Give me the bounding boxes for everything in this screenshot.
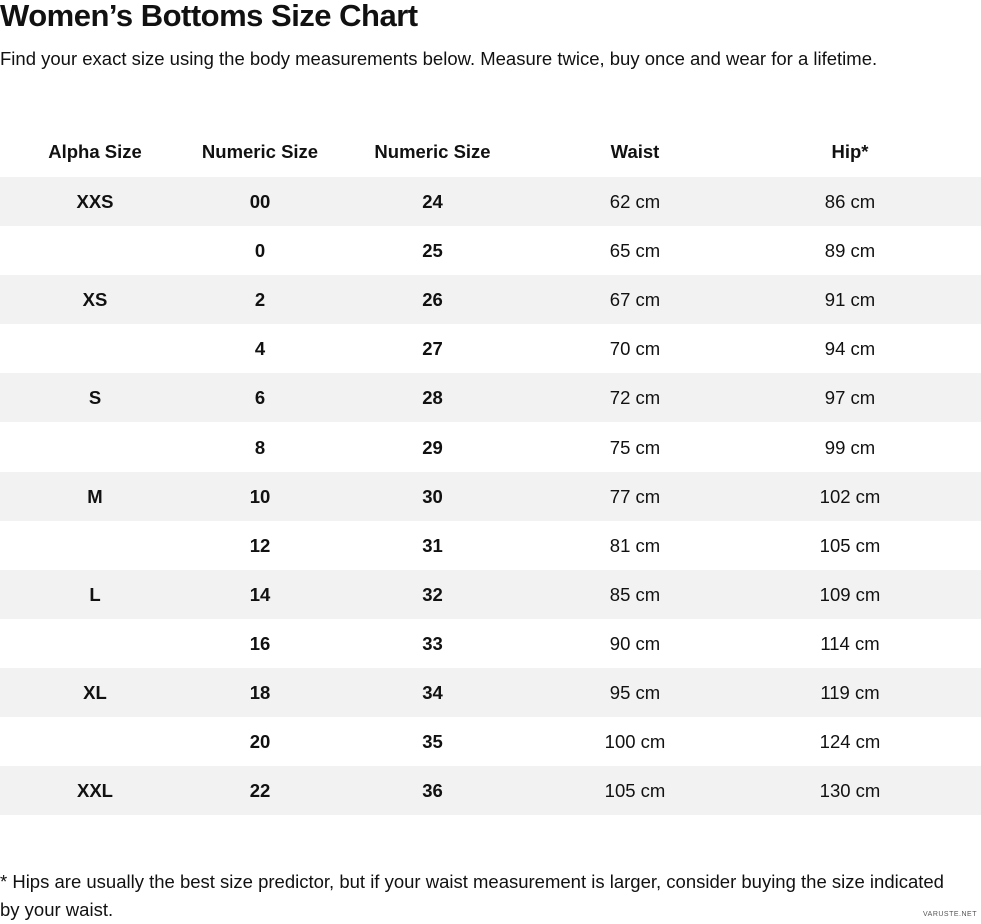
table-cell: 16: [249, 632, 271, 654]
table-cell: 81 cm: [609, 534, 661, 556]
table-cell: 10: [249, 485, 271, 507]
table-cell: 99 cm: [824, 436, 876, 458]
table-cell: 27: [422, 338, 443, 360]
table-row: 16 33 90 cm 114 cm: [0, 619, 981, 668]
table-cell: 89 cm: [824, 240, 876, 262]
column-header: Numeric Size: [201, 141, 319, 162]
table-cell: 119 cm: [820, 682, 880, 703]
table-cell: 4: [254, 338, 266, 360]
table-cell: 18: [249, 682, 271, 703]
table-cell: XXL: [77, 780, 113, 802]
column-header: Numeric Size: [374, 141, 491, 162]
table-row: 8 29 75 cm 99 cm: [0, 423, 981, 472]
table-cell: 2: [254, 289, 266, 311]
table-cell: 25: [422, 240, 443, 262]
table-cell: XS: [82, 289, 108, 311]
title: Women’s Bottoms Size Chart: [0, 0, 418, 33]
table-cell: L: [89, 583, 101, 605]
table-cell: 105 cm: [604, 780, 666, 802]
table-cell: 65 cm: [609, 240, 661, 262]
table-row: L 14 32 85 cm 109 cm: [0, 569, 981, 619]
table-cell: 26: [422, 289, 443, 311]
table-cell: 29: [422, 436, 443, 458]
table-cell: 14: [249, 583, 271, 605]
table-cell: 70 cm: [609, 338, 661, 360]
table-cell: 100 cm: [604, 731, 666, 753]
table-cell: 114 cm: [820, 632, 880, 654]
table-cell: 75 cm: [609, 436, 661, 458]
table-cell: 22: [249, 780, 271, 802]
table-cell: S: [88, 387, 102, 409]
table-cell: 130 cm: [819, 780, 881, 802]
table-cell: 6: [254, 387, 266, 409]
table-cell: 95 cm: [609, 682, 661, 703]
table-cell: XXS: [76, 191, 114, 212]
table-cell: 94 cm: [824, 338, 876, 360]
column-header: Alpha Size: [48, 141, 142, 162]
table-cell: 33: [422, 632, 443, 654]
table-cell: 8: [254, 436, 266, 458]
table-row: XXS 00 24 62 cm 86 cm: [0, 177, 981, 226]
table-row: XS 2 26 67 cm 91 cm: [0, 275, 981, 325]
table-row: 12 31 81 cm 105 cm: [0, 521, 981, 570]
table-cell: 20: [249, 731, 271, 753]
footnote: * Hips are usually the best size predict…: [0, 871, 944, 920]
table-cell: 28: [422, 387, 443, 409]
table-cell: 77 cm: [609, 485, 661, 507]
table-cell: 31: [422, 534, 443, 556]
table-cell: 32: [422, 583, 443, 605]
subtitle: Find your exact size using the body meas…: [0, 48, 878, 69]
column-header: Hip*: [831, 141, 869, 162]
table-cell: 62 cm: [609, 191, 661, 212]
column-header: Waist: [610, 141, 660, 162]
table-cell: 72 cm: [609, 387, 661, 409]
watermark: VARUSTE.NET: [923, 911, 977, 918]
table-cell: 0: [254, 240, 266, 262]
table-cell: 97 cm: [824, 387, 876, 409]
table-row: S 6 28 72 cm 97 cm: [0, 373, 981, 423]
table-cell: 30: [422, 485, 443, 507]
table-cell: 85 cm: [609, 583, 661, 605]
table-row: M 10 30 77 cm 102 cm: [0, 471, 981, 521]
table-cell: 105 cm: [819, 534, 881, 556]
table-cell: 24: [422, 191, 443, 212]
table-row: 0 25 65 cm 89 cm: [0, 226, 981, 275]
table-row: XXL 22 36 105 cm 130 cm: [0, 766, 981, 816]
table-cell: 109 cm: [819, 583, 881, 605]
table-cell: 86 cm: [824, 191, 876, 212]
table-cell: 67 cm: [609, 289, 661, 311]
table-cell: 102 cm: [819, 485, 881, 507]
table-cell: 36: [422, 780, 443, 802]
table-row: 4 27 70 cm 94 cm: [0, 324, 981, 373]
table-cell: 124 cm: [819, 731, 881, 753]
table-cell: 00: [249, 191, 271, 212]
table-cell: 12: [249, 534, 271, 556]
table-cell: M: [87, 485, 103, 507]
table-cell: 90 cm: [609, 632, 661, 654]
header-row: Alpha Size Numeric Size Numeric Size Waist H…: [0, 127, 981, 176]
table-row: 20 35 100 cm 124 cm: [0, 717, 981, 766]
table-row: XL 18 34 95 cm 119 cm: [0, 668, 981, 717]
table-cell: 91 cm: [824, 289, 876, 311]
table-cell: 34: [422, 682, 443, 703]
table-cell: 35: [422, 731, 443, 753]
table-cell: XL: [83, 682, 107, 703]
